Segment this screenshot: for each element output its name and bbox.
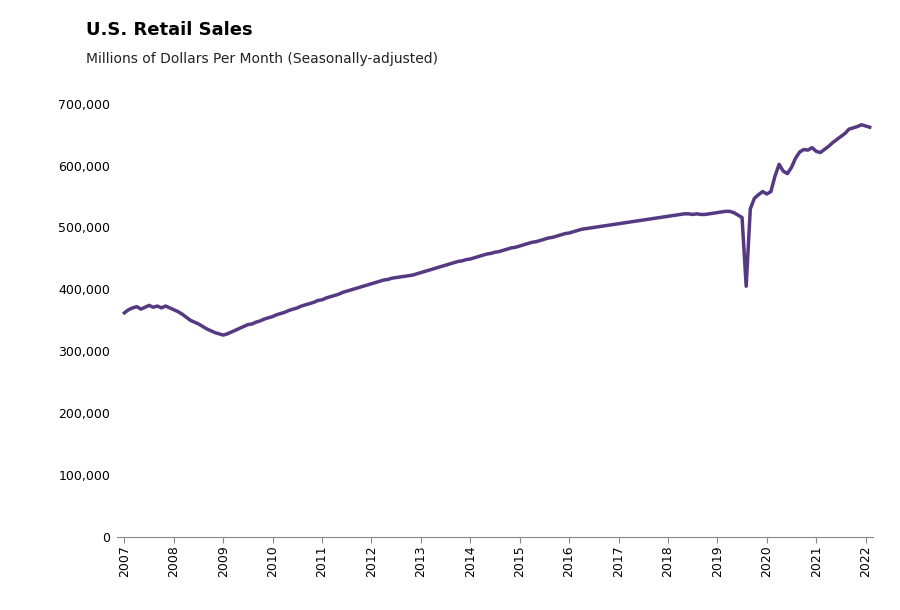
Text: Millions of Dollars Per Month (Seasonally-adjusted): Millions of Dollars Per Month (Seasonall… <box>86 52 437 66</box>
Text: U.S. Retail Sales: U.S. Retail Sales <box>86 21 252 40</box>
